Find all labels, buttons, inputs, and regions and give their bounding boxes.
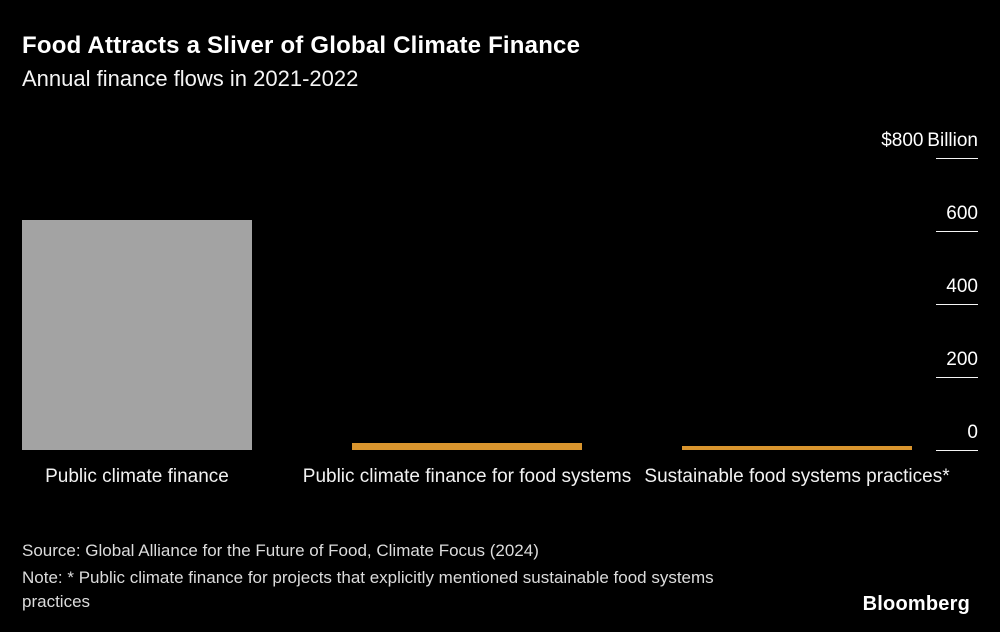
y-tick: 400: [936, 268, 978, 305]
y-tick: $800 Billion: [881, 122, 978, 159]
x-label-public-climate-finance: Public climate finance: [45, 466, 229, 487]
x-axis-labels: Public climate finance Public climate fi…: [22, 462, 950, 522]
note-text: Note: * Public climate finance for proje…: [22, 568, 714, 611]
y-tick-label: 400: [946, 276, 978, 297]
bar-public-climate-finance-food-systems: [352, 442, 582, 450]
y-tick-label: 0: [967, 422, 978, 443]
y-tick-label: 200: [946, 349, 978, 370]
x-label-sustainable-food-systems-practices: Sustainable food systems practices*: [644, 466, 950, 487]
chart-title: Food Attracts a Sliver of Global Climate…: [22, 32, 581, 59]
bars-group: [22, 158, 912, 450]
y-tick: 0: [936, 414, 978, 451]
y-tick: 200: [936, 341, 978, 378]
source-text: Source: Global Alliance for the Future o…: [22, 541, 539, 560]
y-tick-label: $800 Billion: [881, 130, 978, 151]
chart-subtitle: Annual finance flows in 2021-2022: [22, 66, 359, 91]
y-tick-label: 600: [946, 203, 978, 224]
bar-sustainable-food-systems-practices: [682, 446, 912, 450]
y-tick: 600: [936, 195, 978, 232]
bar-public-climate-finance: [22, 220, 252, 450]
plot-area: 0 200 400 600 $800 Billion: [22, 130, 978, 451]
x-label-public-climate-finance-food-systems: Public climate finance for food systems: [302, 466, 632, 487]
bloomberg-logo: Bloomberg: [862, 593, 970, 615]
